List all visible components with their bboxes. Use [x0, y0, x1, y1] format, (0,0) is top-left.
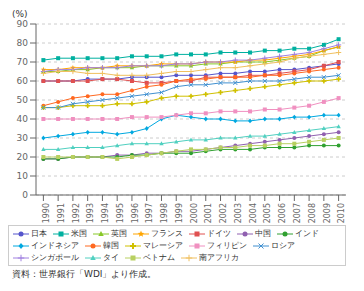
svg-text:2000: 2000	[190, 203, 199, 223]
svg-text:80: 80	[17, 38, 29, 48]
svg-text:2010: 2010	[337, 203, 346, 223]
svg-text:2005: 2005	[263, 203, 272, 223]
svg-text:20: 20	[17, 152, 29, 162]
html-text:フィリピン: フィリピン	[207, 241, 247, 250]
svg-text:1996: 1996	[131, 203, 140, 223]
svg-text:50: 50	[17, 95, 29, 105]
svg-text:1995: 1995	[116, 203, 125, 223]
svg-text:1998: 1998	[160, 203, 169, 223]
html-text:マレーシア: マレーシア	[143, 241, 183, 250]
html-text:日本: 日本	[31, 229, 47, 238]
html-text:シンガポール: シンガポール	[31, 253, 79, 262]
html-text:米国: 米国	[71, 229, 87, 238]
svg-text:30: 30	[17, 133, 29, 143]
html-text:ドイツ: ドイツ	[207, 229, 231, 238]
svg-text:2004: 2004	[249, 203, 258, 223]
svg-text:1990: 1990	[42, 203, 51, 223]
svg-text:40: 40	[17, 114, 29, 124]
svg-text:10: 10	[17, 171, 29, 181]
svg-text:70: 70	[17, 57, 29, 67]
svg-text:1992: 1992	[72, 203, 81, 223]
html-text:フランス: フランス	[151, 229, 183, 238]
html-text:英国: 英国	[111, 229, 127, 238]
svg-text:2009: 2009	[323, 203, 332, 223]
html-text:インド: インド	[295, 229, 319, 238]
html-text:韓国: 韓国	[103, 241, 119, 250]
html-text:ベトナム: ベトナム	[143, 253, 175, 262]
svg-text:2008: 2008	[308, 203, 317, 223]
html-text:ロシア: ロシア	[271, 241, 295, 250]
svg-text:60: 60	[17, 76, 29, 86]
svg-text:2007: 2007	[293, 203, 302, 223]
html-text:インドネシア: インドネシア	[31, 241, 79, 250]
svg-text:2006: 2006	[278, 203, 287, 223]
html-text:中国: 中国	[255, 229, 271, 238]
html-text:南アフリカ: 南アフリカ	[199, 253, 239, 262]
svg-text:2002: 2002	[219, 203, 228, 223]
svg-text:90: 90	[17, 20, 29, 29]
svg-text:2001: 2001	[204, 203, 213, 223]
svg-text:2003: 2003	[234, 203, 243, 223]
svg-text:1999: 1999	[175, 203, 184, 223]
svg-text:1991: 1991	[57, 203, 66, 223]
svg-text:0: 0	[22, 190, 28, 200]
svg-text:1993: 1993	[86, 203, 95, 223]
html-text:資料：世界銀行「WDI」より作成。: 資料：世界銀行「WDI」より作成。	[12, 269, 157, 279]
svg-text:1997: 1997	[145, 203, 154, 223]
html-text:タイ: タイ	[103, 253, 119, 262]
svg-text:1994: 1994	[101, 203, 110, 223]
